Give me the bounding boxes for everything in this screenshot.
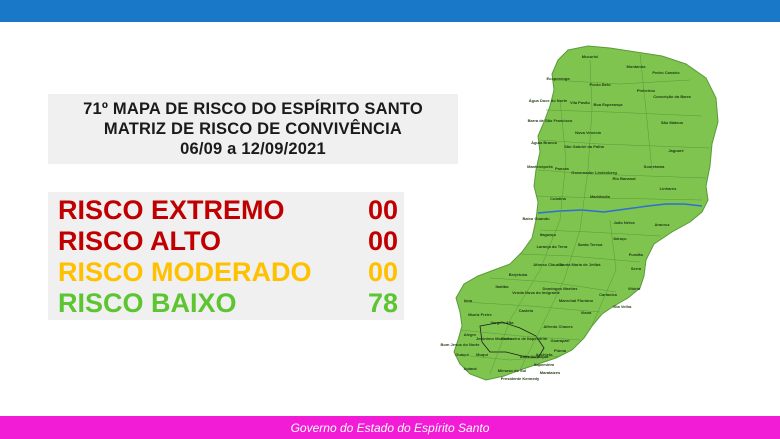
municipality-label: Guaçuí: [455, 352, 469, 357]
municipality-label: São Gabriel da Palha: [564, 144, 605, 149]
title-panel: 71º MAPA DE RISCO DO ESPÍRITO SANTO MATR…: [48, 94, 458, 164]
risk-row-moderate: RISCO MODERADO 00: [58, 257, 398, 287]
title-line-2: MATRIZ DE RISCO DE CONVIVÊNCIA: [103, 120, 403, 138]
municipality-label: Anchieta: [536, 352, 554, 357]
risk-summary-panel: RISCO EXTREMO 00 RISCO ALTO 00 RISCO MOD…: [48, 192, 404, 320]
municipality-label: Barra de São Francisco: [528, 118, 573, 123]
risk-count: 00: [367, 226, 398, 256]
municipality-label: Muqui: [476, 352, 488, 357]
state-outline: [453, 45, 719, 381]
municipality-label: João Neiva: [613, 220, 635, 225]
municipality-label: Piúma: [554, 348, 567, 353]
municipality-label: Itaguaçu: [540, 232, 557, 237]
risk-label: RISCO MODERADO: [58, 257, 312, 287]
municipality-label: Vila Pavão: [570, 100, 590, 105]
municipality-label: Colatina: [550, 196, 567, 201]
municipality-label: Apiacá: [463, 366, 477, 371]
municipality-label: Itapemirim: [534, 362, 555, 367]
municipality-label: Conceição da Barra: [653, 94, 691, 99]
risk-label: RISCO ALTO: [58, 226, 222, 256]
municipality-label: Sooretama: [644, 164, 665, 169]
footer-bar: Governo do Estado do Espírito Santo: [0, 416, 780, 439]
municipality-label: Atílio Vivácqua: [520, 354, 549, 359]
title-line-1: 71º MAPA DE RISCO DO ESPÍRITO SANTO: [83, 100, 423, 118]
municipality-label: Iúna: [464, 298, 473, 303]
municipality-label: Afonso Cláudio: [533, 262, 563, 267]
municipality-label: Marataízes: [540, 370, 561, 375]
risk-count: 78: [367, 288, 398, 318]
top-bar: [0, 0, 780, 22]
municipality-label: Águia Branca: [531, 140, 558, 145]
municipality-label: Mimoso do Sul: [498, 368, 526, 373]
risk-label: RISCO EXTREMO: [58, 195, 285, 225]
municipality-label: Viana: [581, 310, 592, 315]
municipality-label: Mucurici: [582, 54, 598, 59]
risk-row-high: RISCO ALTO 00: [58, 226, 398, 256]
municipality-label: Laranja da Terra: [537, 244, 569, 249]
municipality-labels: Mucurici Montanha Pedro Canário Ecoporanga P…: [441, 54, 692, 381]
municipality-label: Serra: [631, 266, 642, 271]
municipality-borders: [459, 53, 711, 375]
municipality-label: Cariacica: [599, 292, 618, 297]
municipality-label: Brejetuba: [509, 272, 528, 277]
municipality-label: Nova Venécia: [575, 130, 602, 135]
municipality-label: Governador Lindenberg: [571, 170, 617, 175]
municipality-label: Castelo: [519, 308, 534, 313]
municipality-label: Jaguaré: [668, 148, 684, 153]
footer-text: Governo do Estado do Espírito Santo: [290, 420, 490, 435]
municipality-label: Alfredo Chaves: [543, 324, 573, 329]
municipality-label: Guarapari: [551, 338, 570, 343]
municipality-label: Marilândia: [590, 194, 611, 199]
municipality-label: Pinheiros: [637, 88, 656, 93]
state-risk-map: Mucurici Montanha Pedro Canário Ecoporanga P…: [440, 40, 730, 390]
municipality-label: Ecoporanga: [546, 76, 570, 81]
municipality-label: Aracruz: [655, 222, 670, 227]
map-svg: Mucurici Montanha Pedro Canário Ecoporanga P…: [441, 45, 719, 381]
municipality-label: Ibatiba: [496, 284, 510, 289]
municipality-label: Vargem Alta: [491, 320, 515, 325]
river-line: [537, 203, 703, 214]
municipality-label: Ponto Belo: [589, 82, 611, 87]
municipality-label: Pancas: [555, 166, 570, 171]
municipality-label: Alegre: [464, 332, 477, 337]
municipality-label: Vitória: [628, 286, 641, 291]
municipality-label: Cachoeiro de Itapemirim: [501, 336, 548, 341]
municipality-label: Fundão: [629, 252, 644, 257]
municipality-label: Presidente Kennedy: [501, 376, 540, 381]
municipality-label: Ibiraçu: [613, 236, 627, 241]
municipality-label: Santa Teresa: [578, 242, 603, 247]
risk-label: RISCO BAIXO: [58, 288, 237, 318]
municipality-label: Mantenópolis: [527, 164, 554, 169]
municipality-label: Muniz Freire: [468, 312, 492, 317]
municipality-label: Venda Nova do Imigrante: [512, 290, 561, 295]
municipality-label: Bom Jesus do Norte: [441, 342, 481, 347]
municipality-label: Domingos Martins: [543, 286, 579, 291]
municipality-label: Linhares: [660, 186, 677, 191]
municipality-label: Vila Velha: [613, 304, 632, 309]
municipality-label: Santa Maria de Jetibá: [560, 262, 602, 267]
municipality-label: Montanha: [627, 64, 647, 69]
risk-count: 00: [367, 257, 398, 287]
title-line-3: 06/09 a 12/09/2021: [180, 140, 326, 158]
risk-row-low: RISCO BAIXO 78: [58, 288, 398, 318]
municipality-label: Boa Esperança: [594, 102, 624, 107]
municipality-label: Pedro Canário: [652, 70, 680, 75]
municipality-label: Rio Bananal: [612, 176, 635, 181]
municipality-label: Marechal Floriano: [559, 298, 594, 303]
municipality-label: São Mateus: [661, 120, 684, 125]
municipality-label: Baixo Guandu: [522, 216, 550, 221]
risk-row-extreme: RISCO EXTREMO 00: [58, 195, 398, 225]
municipality-label: Jerônimo Monteiro: [476, 336, 513, 341]
municipality-label: Água Doce do Norte: [529, 98, 568, 103]
risk-count: 00: [367, 195, 398, 225]
